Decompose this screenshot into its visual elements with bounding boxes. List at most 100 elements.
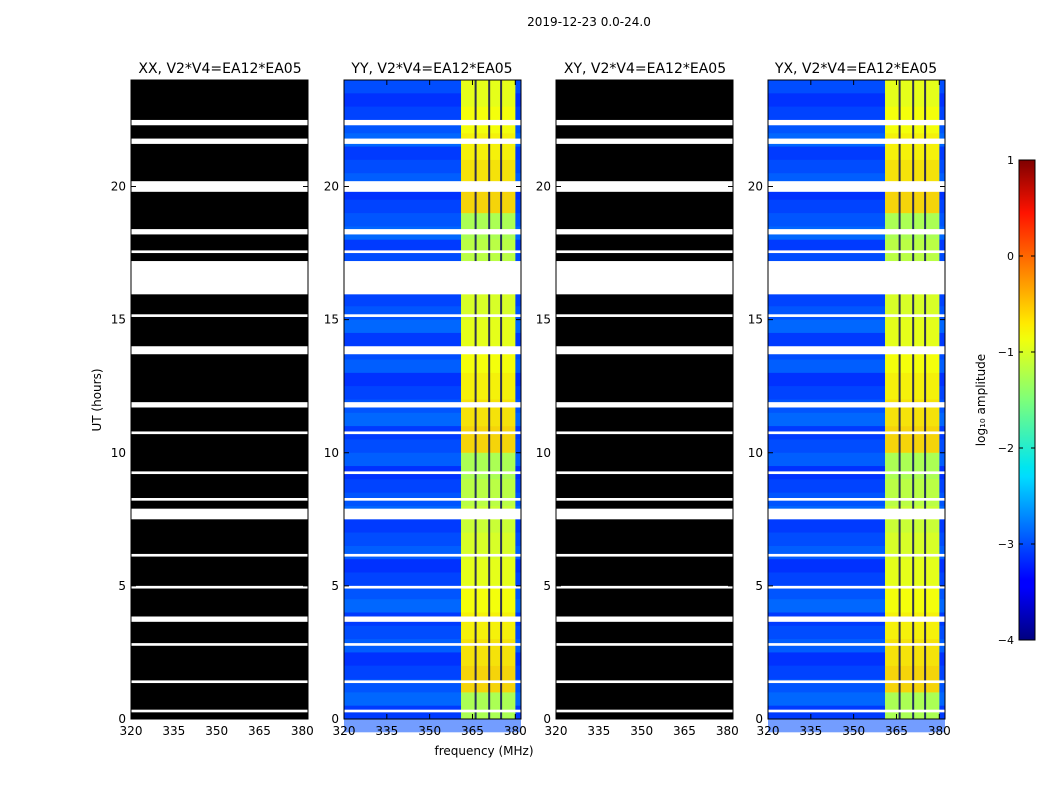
time-gap bbox=[768, 585, 945, 589]
y-tick-label: 10 bbox=[324, 446, 339, 460]
time-gap bbox=[344, 314, 521, 317]
time-gap bbox=[131, 229, 308, 235]
time-gap bbox=[131, 585, 308, 589]
panel-background bbox=[131, 80, 308, 719]
time-gap bbox=[131, 643, 308, 646]
time-gap bbox=[131, 346, 308, 355]
panel-xx: 320 335 350 365 380 0 5 10 15 20 bbox=[111, 79, 314, 738]
time-gap bbox=[768, 709, 945, 713]
flagged-channel bbox=[500, 80, 503, 719]
time-gap bbox=[344, 616, 521, 622]
time-gap bbox=[768, 680, 945, 684]
panel-frame bbox=[767, 79, 946, 720]
time-gap bbox=[556, 229, 733, 235]
panel-title-xy: XY, V2*V4=EA12*EA05 bbox=[564, 61, 726, 77]
x-tick-label: 380 bbox=[291, 724, 314, 738]
time-gap bbox=[131, 314, 308, 317]
time-gap bbox=[556, 585, 733, 589]
panel-yy: 320 335 350 365 380 0 5 10 15 20 bbox=[324, 79, 527, 738]
x-tick-label: 335 bbox=[375, 724, 398, 738]
time-gap bbox=[556, 508, 733, 520]
x-tick-label: 380 bbox=[504, 724, 527, 738]
y-tick-label: 5 bbox=[118, 579, 126, 593]
y-tick-label: 0 bbox=[543, 712, 551, 726]
x-tick-label: 320 bbox=[545, 724, 568, 738]
time-gap bbox=[768, 508, 945, 520]
time-gap bbox=[768, 346, 945, 355]
x-axis-label: frequency (MHz) bbox=[434, 744, 533, 758]
time-gap bbox=[768, 643, 945, 646]
time-gap bbox=[556, 431, 733, 435]
x-tick-label: 380 bbox=[928, 724, 951, 738]
y-tick-label: 15 bbox=[111, 313, 126, 327]
flagged-channel bbox=[924, 80, 927, 719]
time-gap bbox=[556, 346, 733, 355]
time-gap bbox=[556, 261, 733, 295]
x-tick-label: 350 bbox=[205, 724, 228, 738]
time-gap bbox=[768, 314, 945, 317]
time-gap bbox=[556, 680, 733, 684]
time-gap bbox=[344, 585, 521, 589]
time-gap bbox=[344, 119, 521, 126]
time-gap bbox=[344, 508, 521, 520]
y-tick-label: 0 bbox=[331, 712, 339, 726]
y-tick-label: 15 bbox=[324, 313, 339, 327]
time-gap bbox=[344, 181, 521, 192]
y-tick-label: 20 bbox=[324, 180, 339, 194]
time-gap bbox=[556, 553, 733, 557]
x-tick-label: 320 bbox=[757, 724, 780, 738]
time-gap bbox=[556, 138, 733, 144]
time-gap bbox=[768, 138, 945, 144]
time-gap bbox=[768, 553, 945, 557]
colorbar-label: log₁₀ amplitude bbox=[974, 354, 988, 446]
time-gap bbox=[131, 680, 308, 684]
time-gap bbox=[768, 616, 945, 622]
figure-title: 2019-12-23 0.0-24.0 bbox=[527, 15, 651, 29]
time-gap bbox=[344, 471, 521, 475]
time-gap bbox=[344, 138, 521, 144]
y-tick-label: 10 bbox=[748, 446, 763, 460]
panel-frame bbox=[130, 79, 309, 720]
time-gap bbox=[768, 250, 945, 254]
panel-yx: 320 335 350 365 380 0 5 10 15 20 bbox=[748, 79, 951, 738]
flagged-channel bbox=[898, 80, 901, 719]
time-gap bbox=[556, 181, 733, 192]
time-gap bbox=[344, 250, 521, 254]
time-gap bbox=[768, 261, 945, 295]
y-axis-label: UT (hours) bbox=[90, 368, 104, 431]
time-gap bbox=[131, 119, 308, 126]
colorbar-gradient bbox=[1018, 159, 1036, 641]
x-tick-label: 350 bbox=[418, 724, 441, 738]
time-gap bbox=[768, 402, 945, 408]
time-gap bbox=[768, 181, 945, 192]
time-gap bbox=[344, 680, 521, 684]
y-tick-label: 15 bbox=[748, 313, 763, 327]
time-gap bbox=[768, 431, 945, 435]
noise-row bbox=[768, 719, 945, 733]
colorbar-tick-label: −2 bbox=[998, 442, 1014, 455]
time-gap bbox=[131, 138, 308, 144]
time-gap bbox=[344, 402, 521, 408]
flagged-channel bbox=[474, 80, 477, 719]
time-gap bbox=[768, 229, 945, 235]
x-tick-label: 365 bbox=[248, 724, 271, 738]
colorbar-tick-label: −1 bbox=[998, 346, 1014, 359]
colorbar-tick-label: −4 bbox=[998, 634, 1014, 647]
y-tick-label: 15 bbox=[536, 313, 551, 327]
panel-title-xx: XX, V2*V4=EA12*EA05 bbox=[138, 61, 301, 77]
x-tick-label: 380 bbox=[716, 724, 739, 738]
time-gap bbox=[768, 119, 945, 126]
time-gap bbox=[556, 471, 733, 475]
time-gap bbox=[344, 553, 521, 557]
time-gap bbox=[768, 471, 945, 475]
time-gap bbox=[556, 709, 733, 713]
time-gap bbox=[131, 471, 308, 475]
y-tick-label: 10 bbox=[536, 446, 551, 460]
time-gap bbox=[131, 431, 308, 435]
colorbar-tick-label: 0 bbox=[1007, 250, 1014, 263]
x-tick-label: 365 bbox=[673, 724, 696, 738]
y-tick-label: 10 bbox=[111, 446, 126, 460]
time-gap bbox=[344, 643, 521, 646]
time-gap bbox=[131, 553, 308, 557]
